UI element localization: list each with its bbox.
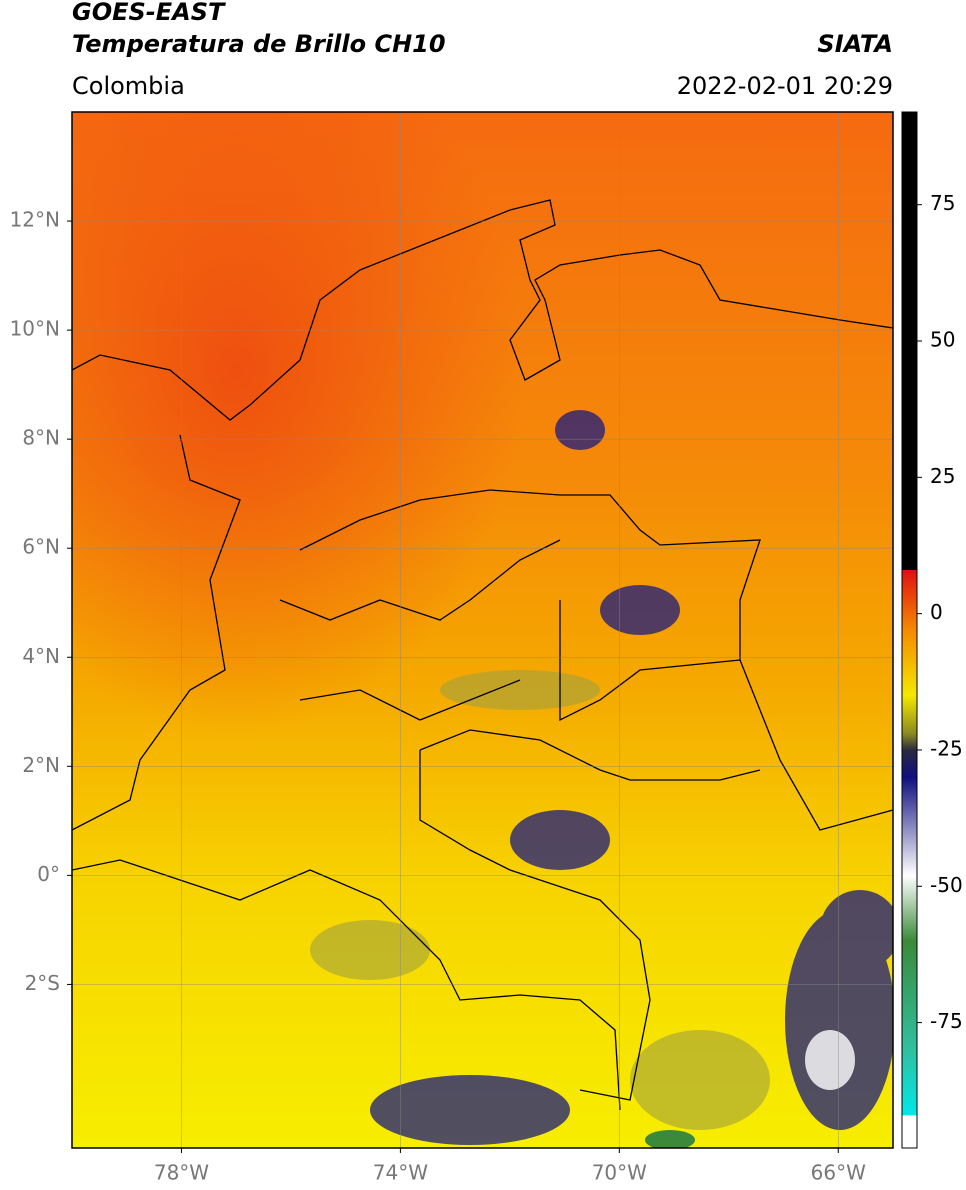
- subtitle: Temperatura de Brillo CH10: [72, 30, 446, 58]
- y-tick-label: 2°S: [25, 971, 60, 995]
- map-image: [72, 112, 893, 1148]
- y-tick-label: 0°: [37, 862, 60, 886]
- colorbar-label: 25: [930, 464, 955, 488]
- map-frame: [71, 111, 894, 1149]
- colorbar-label: 0: [930, 600, 943, 624]
- x-tick-label: 66°W: [811, 1161, 866, 1185]
- source: SIATA: [817, 30, 893, 58]
- graticule: [72, 112, 893, 1148]
- colorbar-label: 75: [930, 191, 955, 215]
- y-tick-label: 6°N: [22, 535, 60, 559]
- title: GOES-EAST: [72, 0, 226, 26]
- y-tick-label: 4°N: [22, 644, 60, 668]
- colorbar-label: -25: [930, 736, 963, 760]
- colorbar: [901, 111, 918, 1149]
- y-tick-label: 10°N: [10, 317, 60, 341]
- x-tick-label: 74°W: [373, 1161, 428, 1185]
- x-tick-label: 78°W: [154, 1161, 209, 1185]
- colorbar-label: -75: [930, 1009, 963, 1033]
- x-tick-label: 70°W: [592, 1161, 647, 1185]
- colorbar-label: 50: [930, 328, 955, 352]
- y-tick-label: 2°N: [22, 753, 60, 777]
- colorbar-label: -50: [930, 873, 963, 897]
- region: Colombia: [72, 72, 185, 100]
- y-tick-label: 12°N: [10, 208, 60, 232]
- y-tick-label: 8°N: [22, 426, 60, 450]
- timestamp: 2022-02-01 20:29: [677, 72, 893, 100]
